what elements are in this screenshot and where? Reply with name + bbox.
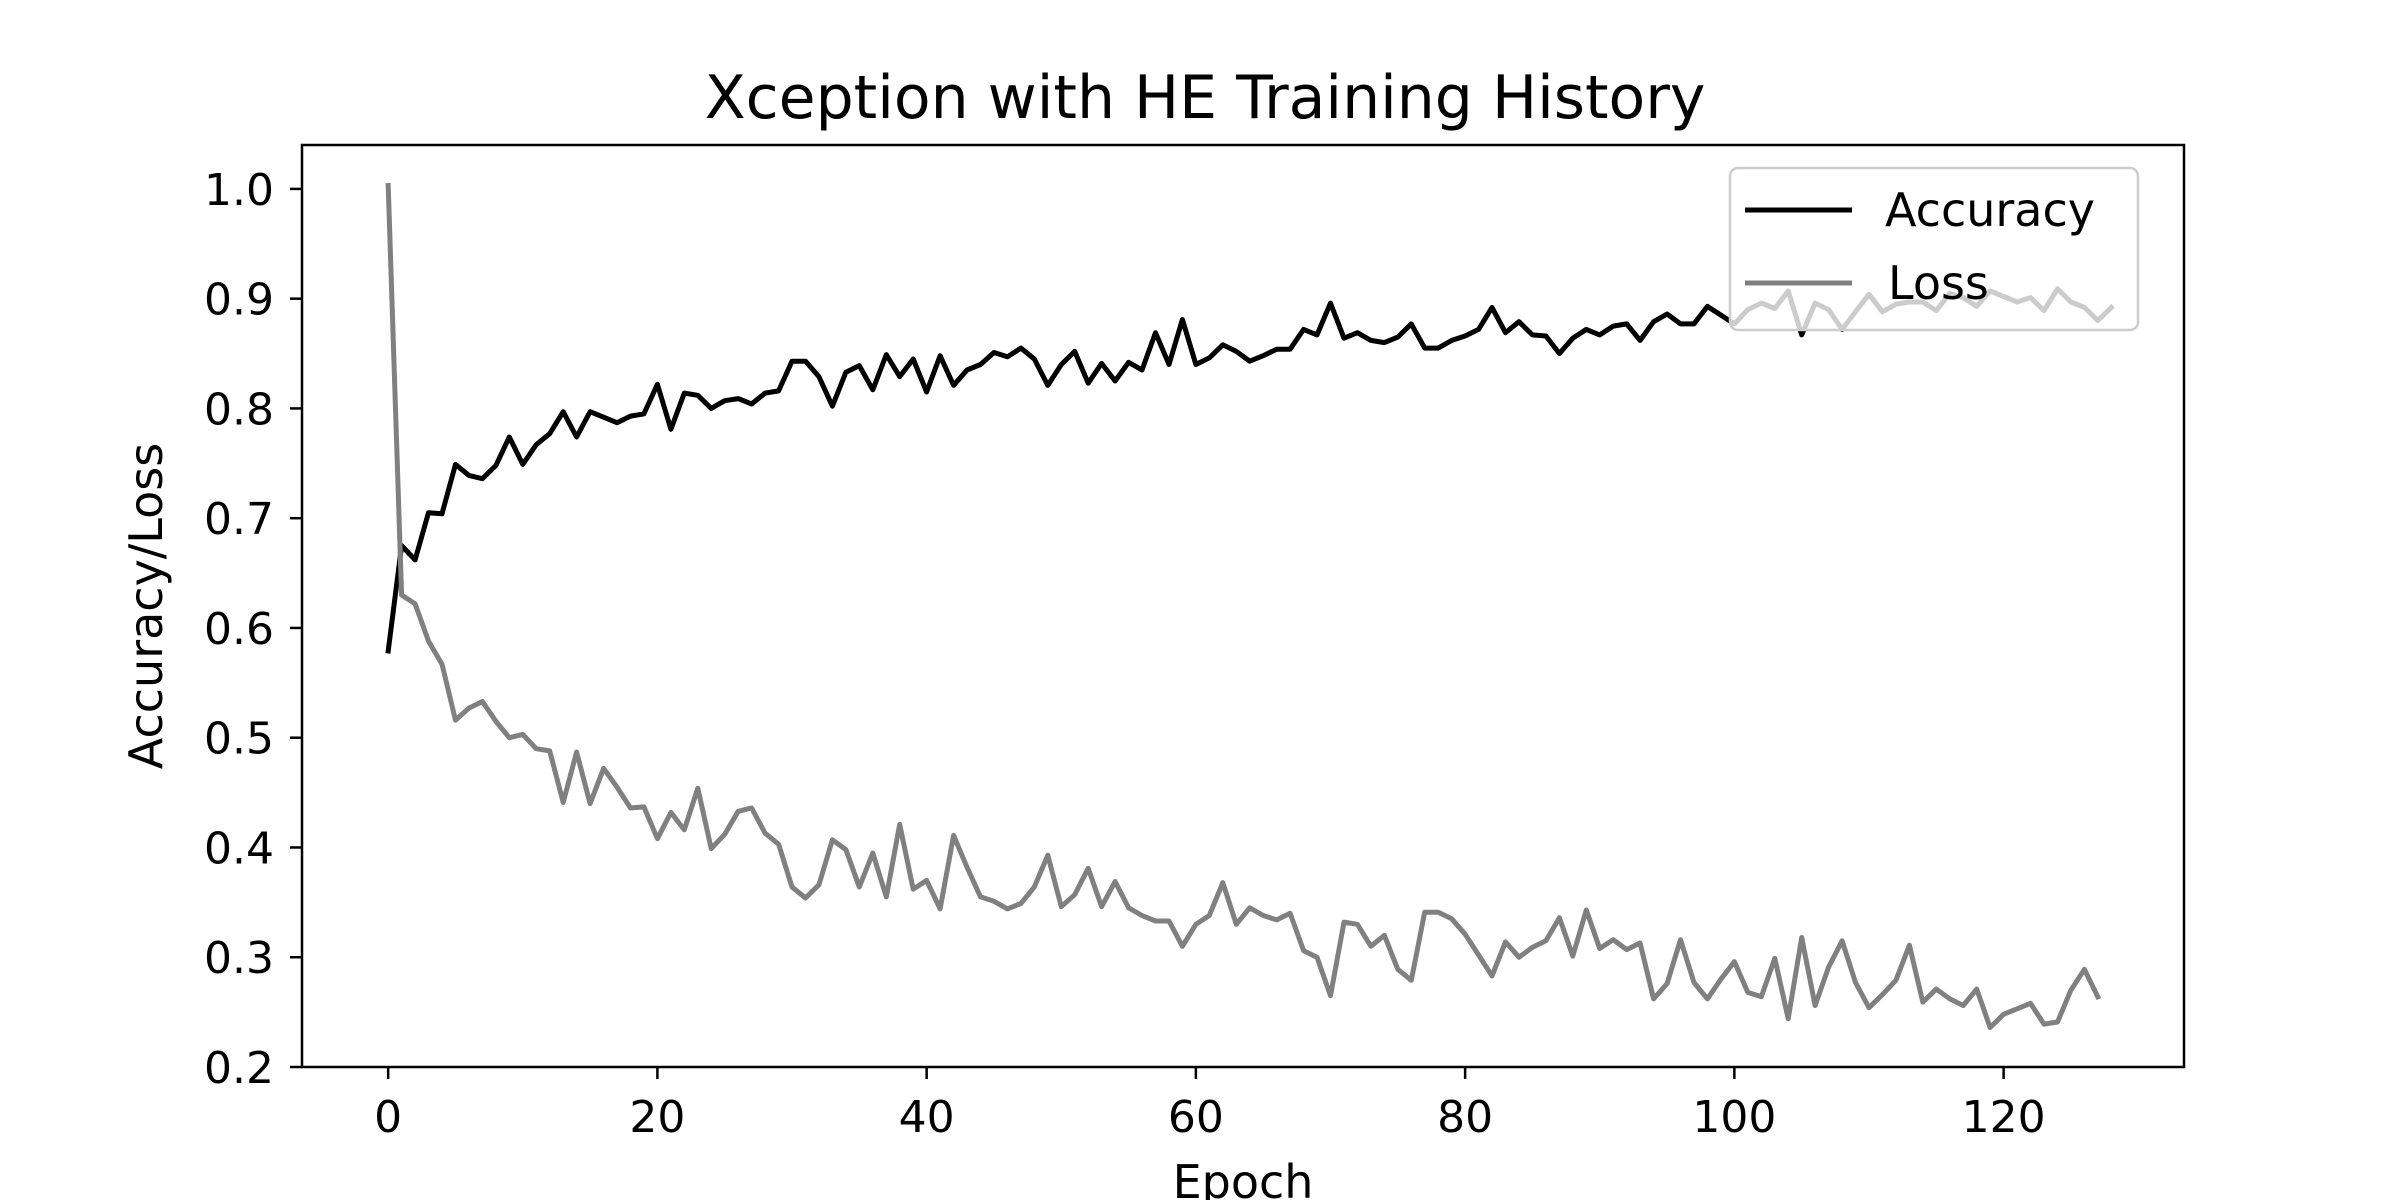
x-axis: 0 20 40 60 80 100 120 — [374, 1067, 2046, 1143]
series-line-loss — [385, 183, 2102, 1030]
x-tick-label: 120 — [1962, 1092, 2046, 1143]
y-tick-label: 0.5 — [204, 714, 274, 765]
x-tick-label: 60 — [1168, 1092, 1224, 1143]
chart-title: Xception with HE Training History — [705, 63, 1706, 133]
x-tick-label: 0 — [374, 1092, 402, 1143]
x-axis-label: Epoch — [1173, 1155, 1314, 1200]
y-tick-label: 0.9 — [204, 275, 274, 326]
plot-frame — [300, 143, 2186, 1069]
x-tick-label: 100 — [1692, 1092, 1776, 1143]
y-tick-label: 0.7 — [204, 494, 274, 545]
y-tick-label: 0.6 — [204, 604, 274, 655]
x-tick-label: 20 — [629, 1092, 685, 1143]
y-tick-label: 0.4 — [204, 823, 274, 874]
legend-label-loss: Loss — [1888, 256, 1989, 310]
y-axis-label: Accuracy/Loss — [119, 443, 173, 769]
y-axis: 0.2 0.3 0.4 0.5 0.6 0.7 0.8 0.9 1.0 — [204, 165, 302, 1094]
y-tick-label: 0.8 — [204, 384, 274, 435]
y-tick-label: 0.3 — [204, 933, 274, 984]
x-tick-label: 40 — [899, 1092, 955, 1143]
legend: Accuracy Loss — [1728, 166, 2140, 332]
y-tick-label: 0.2 — [204, 1043, 274, 1094]
y-tick-label: 1.0 — [204, 165, 274, 216]
x-tick-label: 80 — [1437, 1092, 1493, 1143]
legend-label-accuracy: Accuracy — [1885, 183, 2095, 237]
